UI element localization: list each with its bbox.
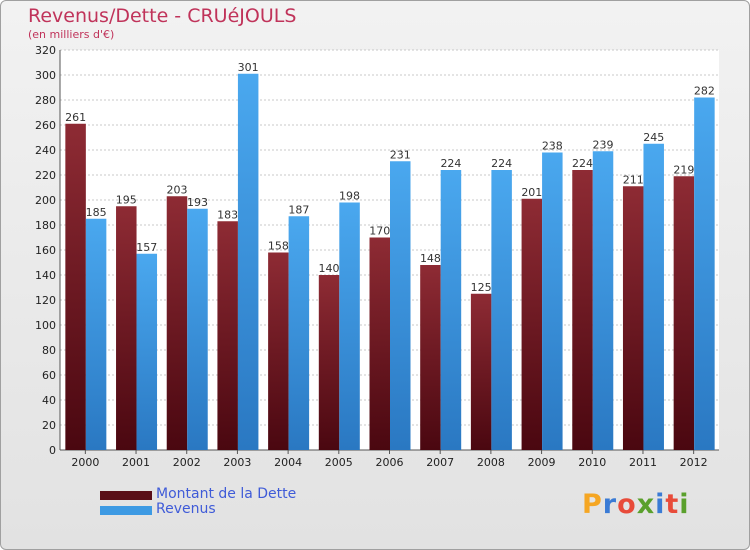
chart-title: Revenus/Dette - CRUéJOULS bbox=[28, 5, 297, 27]
y-tick-label: 160 bbox=[35, 244, 56, 257]
value-label-debt-2001: 195 bbox=[116, 193, 137, 206]
bar-revenue-2011 bbox=[643, 143, 664, 450]
bar-revenue-2003 bbox=[237, 73, 259, 450]
legend-swatch-revenue bbox=[100, 506, 152, 515]
logo-letter: i bbox=[655, 489, 666, 520]
bar-revenue-2012 bbox=[694, 97, 715, 450]
bar-debt-2006 bbox=[369, 237, 390, 450]
bar-revenue-2001 bbox=[136, 253, 158, 450]
value-label-debt-2006: 170 bbox=[369, 225, 390, 238]
logo-letter: P bbox=[582, 489, 603, 520]
y-tick-label: 80 bbox=[42, 344, 56, 357]
x-tick-label-2012: 2012 bbox=[680, 456, 708, 469]
bar-debt-2001 bbox=[116, 206, 137, 450]
value-label-debt-2000: 261 bbox=[65, 111, 86, 124]
legend-label-revenue: Revenus bbox=[156, 501, 216, 517]
value-label-revenue-2007: 224 bbox=[440, 157, 461, 170]
logo-letter: r bbox=[602, 489, 618, 520]
bar-revenue-2005 bbox=[339, 202, 360, 450]
bar-revenue-2007 bbox=[440, 170, 462, 450]
value-label-revenue-2010: 239 bbox=[593, 138, 614, 151]
bar-revenue-2000 bbox=[85, 218, 107, 450]
value-label-revenue-2004: 187 bbox=[288, 203, 309, 216]
value-label-debt-2011: 211 bbox=[623, 173, 644, 186]
x-tick-label-2000: 2000 bbox=[71, 456, 99, 469]
y-tick-label: 260 bbox=[35, 119, 56, 132]
value-label-revenue-2002: 193 bbox=[187, 196, 208, 209]
x-tick-label-2010: 2010 bbox=[578, 456, 606, 469]
y-tick-label: 140 bbox=[35, 269, 56, 282]
y-tick-label: 320 bbox=[35, 44, 56, 57]
bar-debt-2012 bbox=[673, 176, 695, 450]
value-label-debt-2009: 201 bbox=[521, 186, 542, 199]
x-tick-label-2007: 2007 bbox=[426, 456, 454, 469]
value-label-revenue-2009: 238 bbox=[542, 140, 563, 153]
y-tick-label: 0 bbox=[49, 444, 56, 457]
bar-debt-2005 bbox=[318, 275, 340, 450]
y-tick-label: 120 bbox=[35, 294, 56, 307]
chart-subtitle: (en milliers d'€) bbox=[28, 28, 115, 41]
y-tick-label: 180 bbox=[35, 219, 56, 232]
x-tick-label-2008: 2008 bbox=[477, 456, 505, 469]
y-tick-label: 200 bbox=[35, 194, 56, 207]
value-label-revenue-2001: 157 bbox=[136, 241, 157, 254]
value-label-revenue-2000: 185 bbox=[86, 206, 107, 219]
value-label-revenue-2011: 245 bbox=[643, 131, 664, 144]
bar-debt-2004 bbox=[268, 252, 289, 450]
logo-letter: i bbox=[679, 489, 690, 520]
value-label-debt-2007: 148 bbox=[420, 252, 441, 265]
bar-revenue-2008 bbox=[491, 170, 512, 450]
value-label-debt-2008: 125 bbox=[471, 281, 492, 294]
y-tick-label: 240 bbox=[35, 144, 56, 157]
bar-debt-2011 bbox=[622, 186, 644, 450]
y-tick-label: 280 bbox=[35, 94, 56, 107]
value-label-revenue-2005: 198 bbox=[339, 190, 360, 203]
bar-debt-2002 bbox=[166, 196, 188, 450]
x-tick-label-2005: 2005 bbox=[325, 456, 353, 469]
legend-swatch-debt bbox=[100, 491, 152, 500]
logo-letter: x bbox=[636, 489, 656, 520]
bar-revenue-2006 bbox=[390, 161, 411, 450]
x-tick-label-2004: 2004 bbox=[274, 456, 302, 469]
logo-letter: t bbox=[665, 489, 680, 520]
x-tick-label-2011: 2011 bbox=[629, 456, 657, 469]
value-label-revenue-2003: 301 bbox=[238, 61, 259, 74]
bar-debt-2003 bbox=[217, 221, 238, 450]
y-tick-label: 220 bbox=[35, 169, 56, 182]
y-tick-label: 300 bbox=[35, 69, 56, 82]
x-tick-label-2009: 2009 bbox=[528, 456, 556, 469]
y-tick-label: 60 bbox=[42, 369, 56, 382]
x-tick-label-2006: 2006 bbox=[376, 456, 404, 469]
legend-label-debt: Montant de la Dette bbox=[156, 486, 297, 502]
value-label-revenue-2012: 282 bbox=[694, 85, 715, 98]
value-label-debt-2005: 140 bbox=[319, 262, 340, 275]
value-label-revenue-2008: 224 bbox=[491, 157, 512, 170]
y-tick-label: 100 bbox=[35, 319, 56, 332]
bar-revenue-2010 bbox=[592, 151, 614, 450]
x-tick-label-2003: 2003 bbox=[223, 456, 251, 469]
value-label-debt-2002: 203 bbox=[166, 183, 187, 196]
bar-revenue-2002 bbox=[187, 208, 208, 450]
value-label-debt-2012: 219 bbox=[673, 163, 694, 176]
proxiti-logo: Proxiti bbox=[582, 489, 690, 520]
bar-debt-2010 bbox=[572, 170, 593, 450]
bar-debt-2007 bbox=[420, 265, 441, 450]
x-tick-label-2002: 2002 bbox=[173, 456, 201, 469]
bar-debt-2000 bbox=[65, 123, 86, 450]
x-tick-label-2001: 2001 bbox=[122, 456, 150, 469]
bar-revenue-2004 bbox=[288, 216, 310, 450]
value-label-revenue-2006: 231 bbox=[390, 148, 411, 161]
value-label-debt-2003: 183 bbox=[217, 208, 238, 221]
logo-letter: o bbox=[617, 489, 637, 520]
bar-debt-2008 bbox=[470, 293, 492, 450]
value-label-debt-2004: 158 bbox=[268, 240, 289, 253]
value-label-debt-2010: 224 bbox=[572, 157, 593, 170]
bar-revenue-2009 bbox=[542, 152, 563, 450]
bar-debt-2009 bbox=[521, 198, 543, 450]
y-tick-label: 40 bbox=[42, 394, 56, 407]
y-tick-label: 20 bbox=[42, 419, 56, 432]
